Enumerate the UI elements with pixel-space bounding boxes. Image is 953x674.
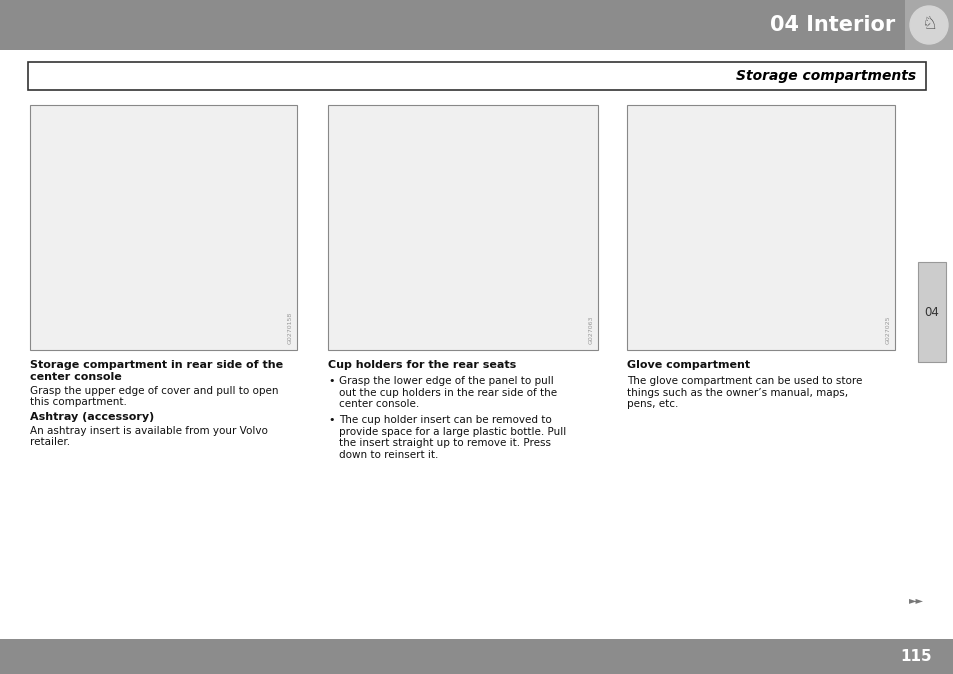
Text: G0270158: G0270158 <box>288 312 293 344</box>
Text: 04: 04 <box>923 305 939 319</box>
Text: Grasp the upper edge of cover and pull to open
this compartment.: Grasp the upper edge of cover and pull t… <box>30 386 278 407</box>
Text: ♘: ♘ <box>920 15 936 33</box>
Text: An ashtray insert is available from your Volvo
retailer.: An ashtray insert is available from your… <box>30 426 268 448</box>
Text: Cup holders for the rear seats: Cup holders for the rear seats <box>328 360 516 370</box>
Text: G027025: G027025 <box>885 315 890 344</box>
Text: •: • <box>328 376 335 386</box>
Bar <box>0 639 953 674</box>
Text: Glove compartment: Glove compartment <box>626 360 749 370</box>
Bar <box>328 105 598 350</box>
Bar <box>917 262 945 362</box>
Bar <box>904 0 953 50</box>
Text: •: • <box>328 415 335 425</box>
Text: ►►: ►► <box>907 595 923 605</box>
Text: Ashtray (accessory): Ashtray (accessory) <box>30 412 154 422</box>
Text: The cup holder insert can be removed to
provide space for a large plastic bottle: The cup holder insert can be removed to … <box>338 415 566 460</box>
Text: Storage compartment in rear side of the
center console: Storage compartment in rear side of the … <box>30 360 283 381</box>
Bar <box>626 105 894 350</box>
Text: 115: 115 <box>900 649 931 664</box>
Bar <box>30 105 296 350</box>
Text: G027063: G027063 <box>588 315 594 344</box>
Text: 04 Interior: 04 Interior <box>769 15 894 35</box>
Circle shape <box>909 6 947 44</box>
Bar <box>28 62 925 90</box>
Text: The glove compartment can be used to store
things such as the owner’s manual, ma: The glove compartment can be used to sto… <box>626 376 862 409</box>
Bar <box>0 0 953 50</box>
Text: Grasp the lower edge of the panel to pull
out the cup holders in the rear side o: Grasp the lower edge of the panel to pul… <box>338 376 557 409</box>
Text: Storage compartments: Storage compartments <box>735 69 915 83</box>
